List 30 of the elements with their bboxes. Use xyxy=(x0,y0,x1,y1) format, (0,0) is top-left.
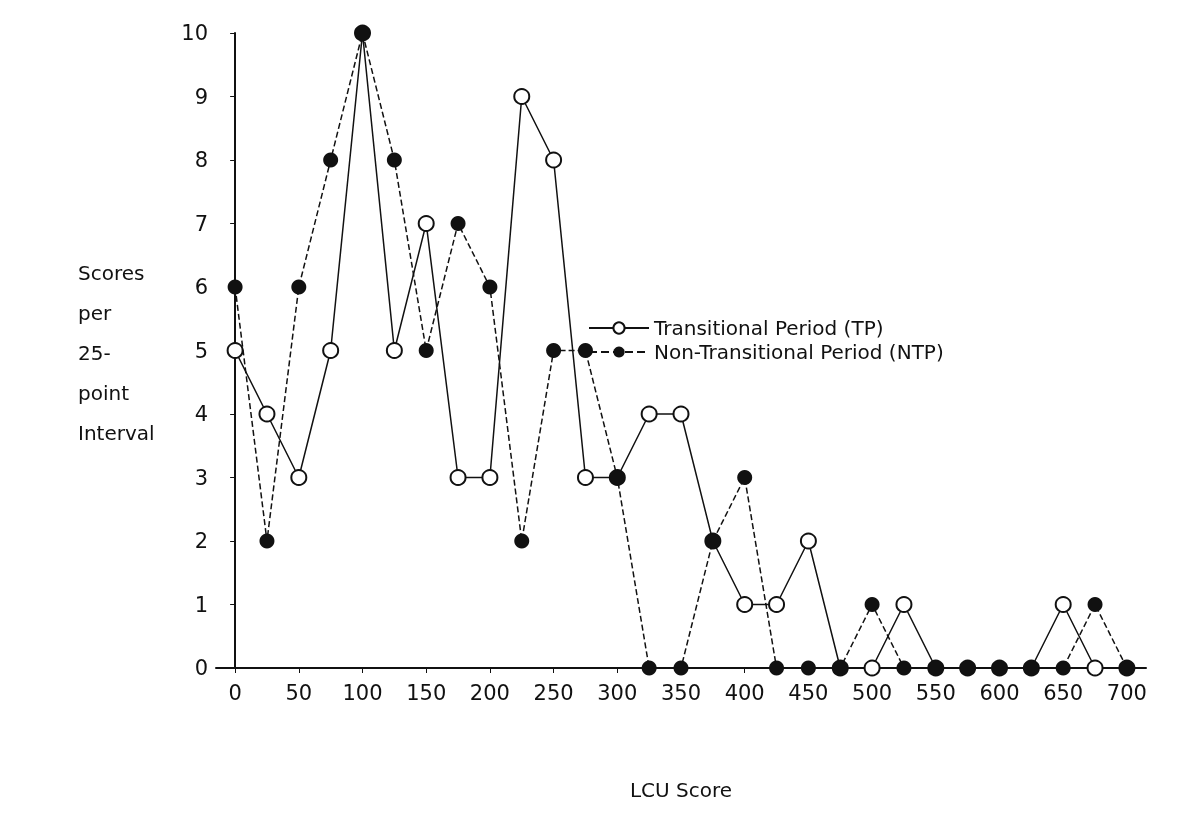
legend-label: Transitional Period (TP) xyxy=(653,316,884,340)
y-tick-label: 1 xyxy=(194,592,208,617)
x-tick-label: 50 xyxy=(285,680,313,705)
y-tick-label: 3 xyxy=(194,465,208,490)
x-axis-title: LCU Score xyxy=(629,778,733,802)
y-tick-label: 7 xyxy=(194,211,208,236)
x-tick-label: 150 xyxy=(406,680,447,705)
x-tick-label: 400 xyxy=(724,680,765,705)
y-tick-label: 8 xyxy=(194,148,208,172)
x-tick-label: 600 xyxy=(979,680,1020,705)
y-tick-label: 6 xyxy=(194,275,208,299)
y-tick-label: 0 xyxy=(194,656,208,680)
y-tick-label: 2 xyxy=(194,529,208,553)
y-axis-title: Scores per 25-point Interval xyxy=(78,261,155,445)
y-tick-label: 10 xyxy=(181,21,208,45)
x-tick-label: 550 xyxy=(915,680,956,705)
y-tick-label: 9 xyxy=(194,84,208,109)
y-tick-label: 4 xyxy=(194,402,208,426)
x-tick-label: 650 xyxy=(1043,680,1084,705)
x-tick-label: 450 xyxy=(788,680,829,705)
x-tick-label: 100 xyxy=(342,680,383,705)
x-tick-label: 200 xyxy=(469,680,510,705)
x-tick-label: 700 xyxy=(1106,680,1147,705)
legend-label: Non-Transitional Period (NTP) xyxy=(654,340,944,364)
x-tick-label: 0 xyxy=(228,680,242,705)
x-tick-label: 350 xyxy=(660,680,702,705)
x-tick-label: 300 xyxy=(597,680,638,705)
y-tick-label: 5 xyxy=(194,338,208,363)
x-tick-label: 500 xyxy=(852,680,893,705)
x-tick-label: 250 xyxy=(533,680,574,705)
